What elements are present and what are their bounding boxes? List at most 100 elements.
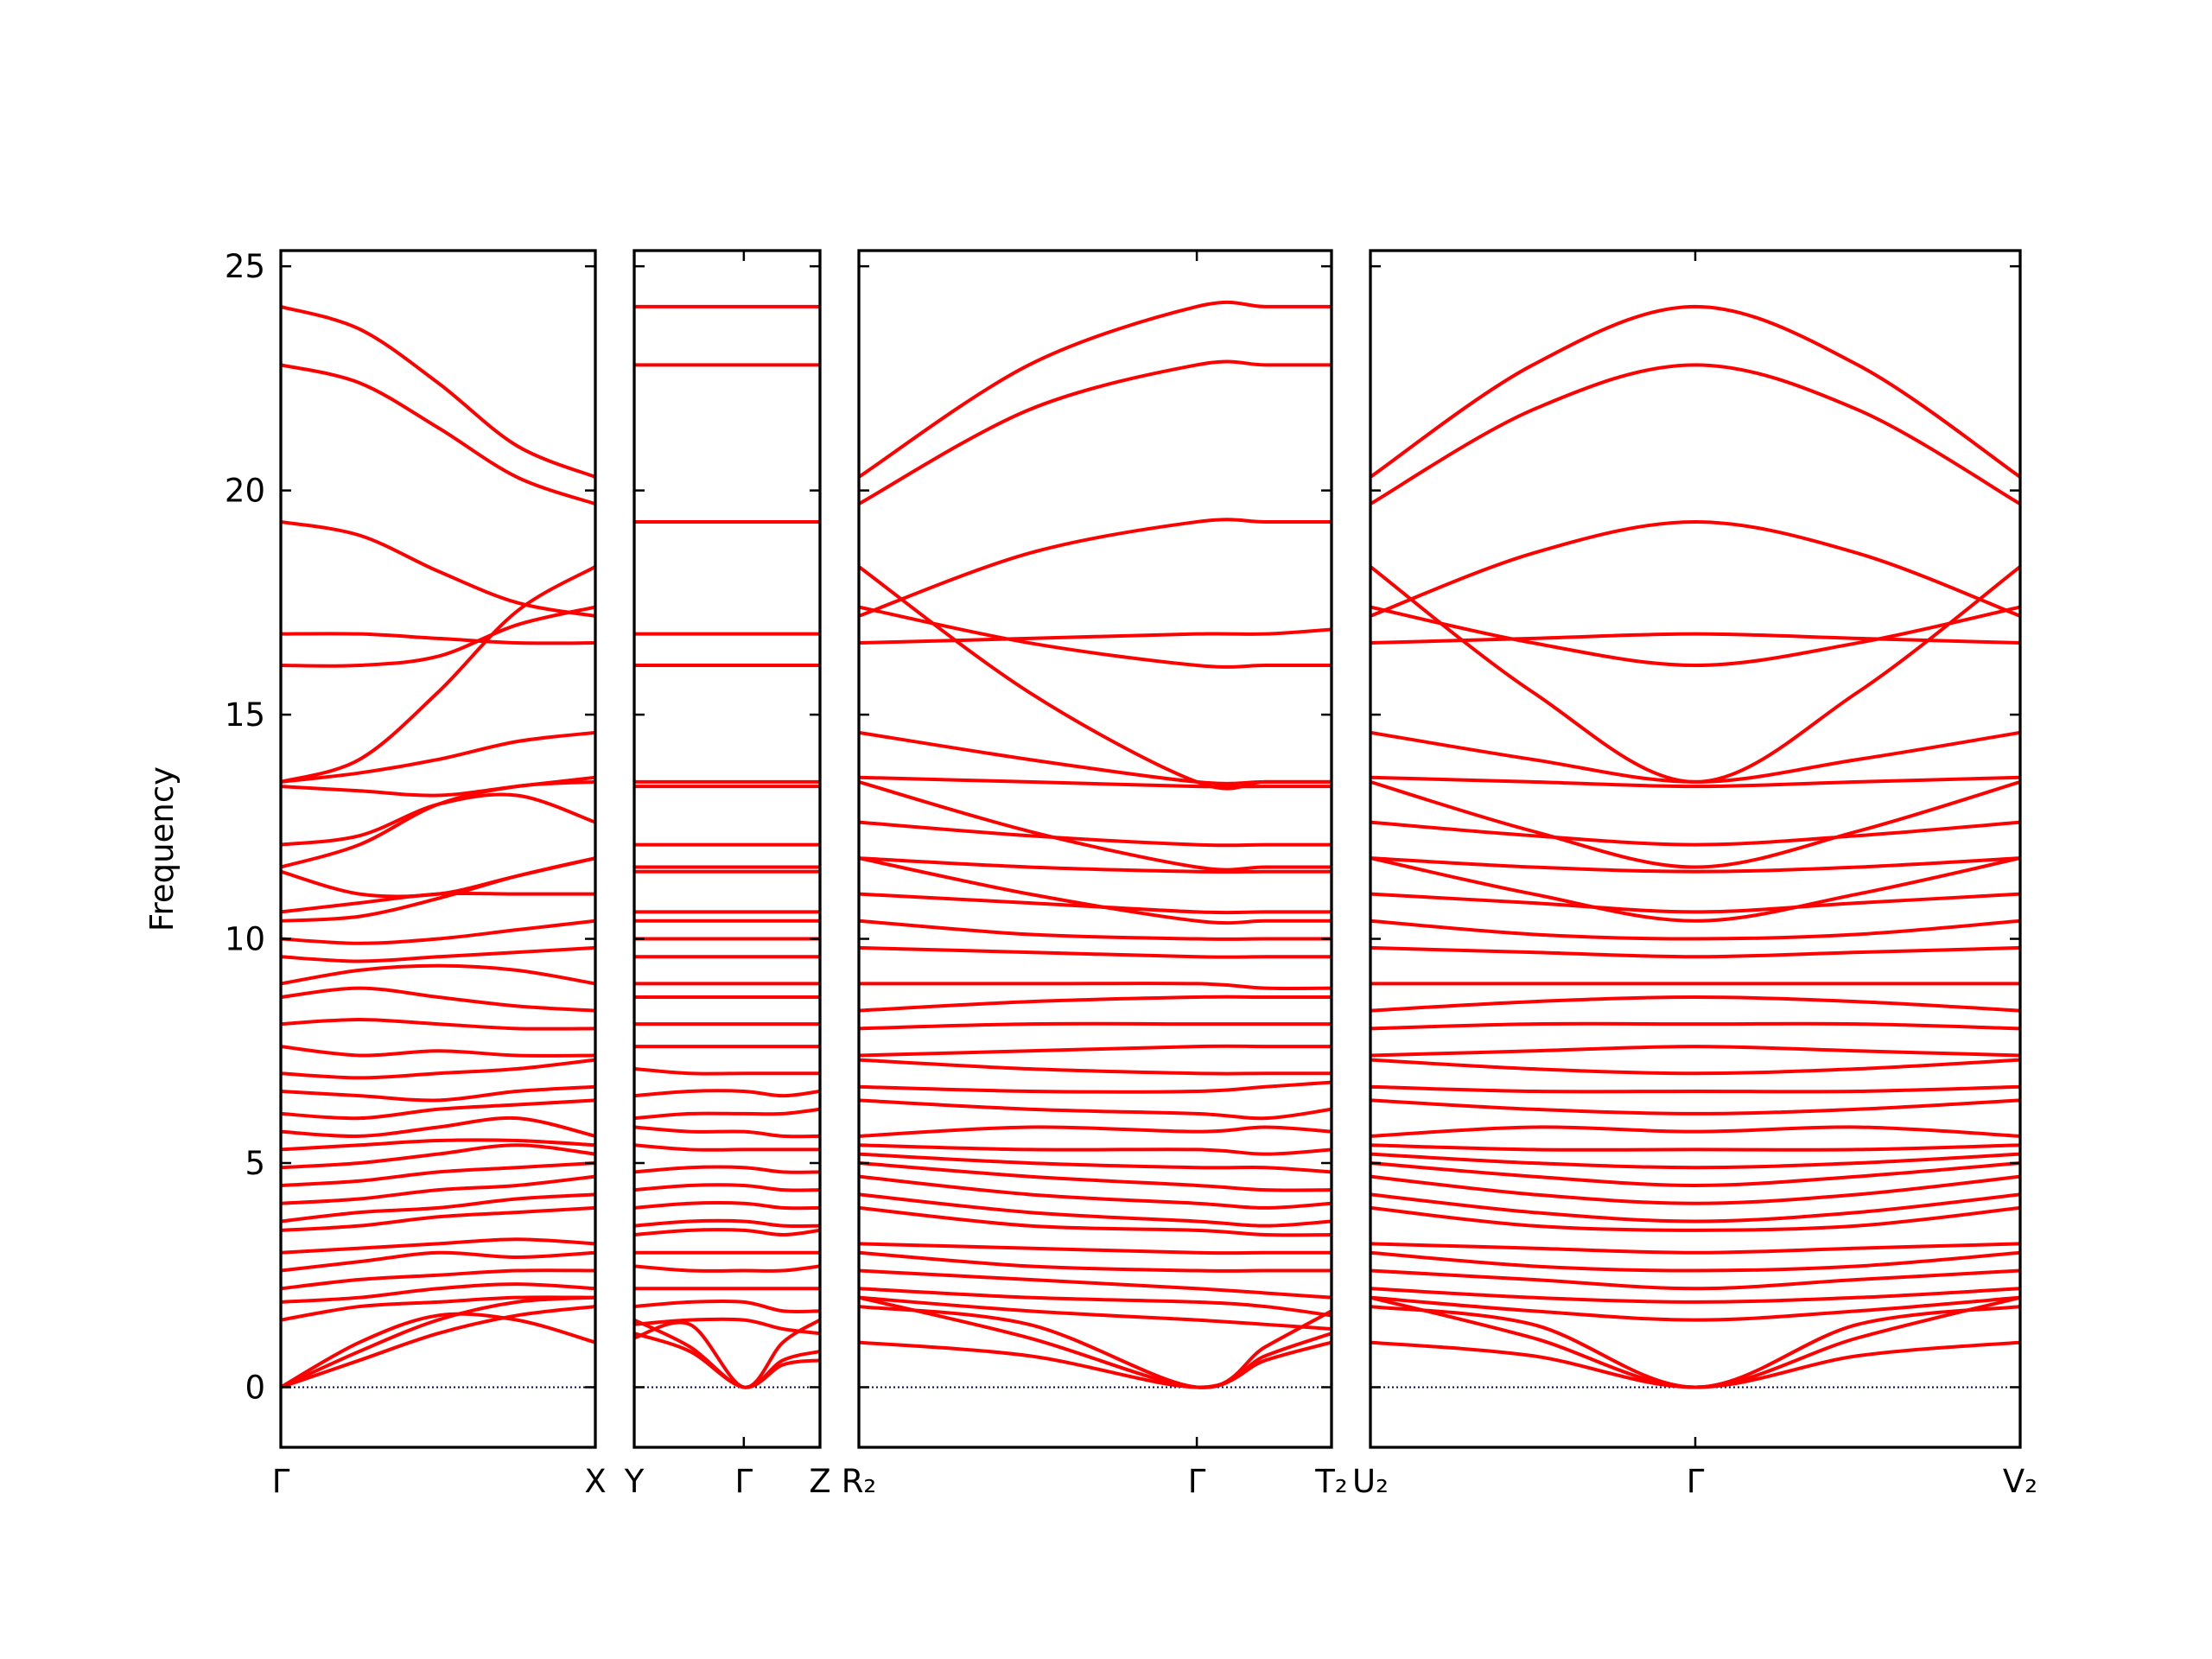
x-tick-label: V₂: [2003, 1463, 2037, 1500]
band-line: [1370, 945, 2020, 959]
band-line: [634, 1089, 820, 1098]
band-line: [859, 359, 1332, 505]
x-tick-label: Γ: [1687, 1463, 1705, 1500]
band-line: [1370, 1021, 2020, 1031]
band-line: [1370, 820, 2020, 847]
band-line: [281, 1161, 595, 1187]
band-line: [281, 779, 595, 869]
x-tick-label: T₂: [1314, 1463, 1347, 1500]
x-tick-label: Z: [809, 1463, 830, 1500]
band-line: [859, 1242, 1332, 1255]
plot-area: [281, 304, 595, 1389]
band-line: [1370, 856, 2020, 923]
y-tick-label: 5: [245, 1145, 265, 1182]
x-tick-label: Γ: [735, 1463, 753, 1500]
band-line: [859, 820, 1332, 848]
band-line: [859, 1250, 1332, 1273]
y-tick-label: 10: [225, 921, 265, 958]
band-line: [859, 856, 1332, 874]
band-line: [281, 1143, 595, 1170]
band-line: [859, 565, 1332, 791]
band-line: [1370, 1098, 2020, 1116]
band-line: [1370, 1287, 2020, 1304]
band-line: [281, 963, 595, 986]
band-line: [281, 1205, 595, 1232]
band-line: [1370, 892, 2020, 914]
band-line: [1370, 995, 2020, 1013]
band-line: [634, 1067, 820, 1076]
band-line: [1370, 918, 2020, 941]
band-line: [281, 1237, 595, 1255]
band-line: [281, 1250, 595, 1273]
band-line: [859, 1305, 1332, 1389]
band-line: [1370, 1174, 2020, 1205]
band-line: [281, 1174, 595, 1205]
band-line: [1370, 1192, 2020, 1224]
band-line: [859, 605, 1332, 669]
band-line: [634, 1264, 820, 1273]
band-line: [859, 1021, 1332, 1031]
band-line: [1370, 775, 2020, 789]
y-tick-label: 15: [225, 696, 265, 734]
band-line: [1370, 1250, 2020, 1273]
band-line: [634, 1143, 820, 1152]
band-line: [1370, 1340, 2020, 1389]
band-line: [859, 1192, 1332, 1228]
band-line: [859, 730, 1332, 785]
axes-frame: [632, 249, 822, 1449]
band-line: [281, 1268, 595, 1291]
band-line: [1370, 304, 2020, 479]
band-line: [634, 1107, 820, 1121]
x-tick-label: Y: [624, 1463, 645, 1500]
band-line: [859, 995, 1332, 1013]
band-line: [1370, 1242, 2020, 1255]
band-line: [859, 1205, 1332, 1237]
band-line: [634, 1299, 820, 1314]
band-line: [281, 945, 595, 963]
band-line: [634, 1317, 820, 1336]
band-line: [281, 1295, 595, 1389]
band-line: [634, 1218, 820, 1229]
band-line: [281, 856, 595, 923]
axes-frame: [857, 249, 1333, 1449]
band-line: [281, 730, 595, 784]
band-line: [281, 775, 595, 798]
y-tick-label: 25: [225, 248, 265, 285]
band-line: [281, 565, 595, 784]
band-line: [859, 1287, 1332, 1318]
band-line: [281, 1045, 595, 1058]
band-line: [634, 1183, 820, 1192]
band-line: [281, 1295, 595, 1322]
band-line: [859, 1174, 1332, 1210]
band-line: [634, 1201, 820, 1211]
band-line: [281, 1312, 595, 1389]
band-line: [281, 304, 595, 479]
x-tick-label: X: [584, 1463, 606, 1500]
band-line: [281, 856, 595, 899]
band-line: [1370, 605, 2020, 668]
axes-frame: [279, 249, 597, 1449]
band-line: [1370, 780, 2020, 869]
band-line: [859, 892, 1332, 915]
band-line: [281, 1017, 595, 1031]
band-line: [859, 780, 1332, 872]
band-line: [281, 1058, 595, 1080]
band-line: [1370, 1045, 2020, 1058]
band-line: [1370, 1084, 2020, 1094]
band-line: [634, 1165, 820, 1174]
band-line: [1370, 1058, 2020, 1076]
plot-area: [1370, 304, 2020, 1389]
band-line: [1370, 1125, 2020, 1138]
band-line: [859, 945, 1332, 959]
band-line: [281, 1116, 595, 1138]
band-line: [634, 1125, 820, 1139]
band-line: [859, 1295, 1332, 1389]
x-tick-label: U₂: [1352, 1463, 1389, 1500]
band-line: [281, 891, 595, 914]
band-line: [1370, 1268, 2020, 1291]
band-line: [281, 632, 595, 645]
axes-frame: [1369, 249, 2022, 1449]
band-line: [281, 1282, 595, 1304]
band-line: [859, 1125, 1332, 1138]
